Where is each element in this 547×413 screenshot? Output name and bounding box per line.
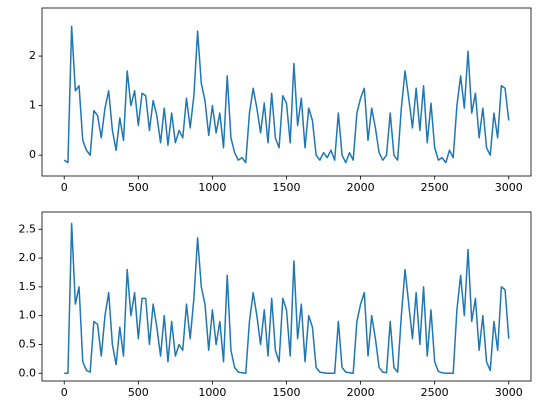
data-line xyxy=(63,25,510,164)
x-tick-label: 1000 xyxy=(198,181,226,194)
y-tick-label: 0.5 xyxy=(19,337,37,350)
axes-frame xyxy=(41,7,532,177)
x-tick-label: 500 xyxy=(128,181,149,194)
x-tick-label: 3000 xyxy=(495,386,523,399)
y-tick-label: 1 xyxy=(29,99,36,112)
x-tick-label: 1000 xyxy=(198,386,226,399)
x-tick-label: 2500 xyxy=(421,181,449,194)
x-tick-label: 0 xyxy=(61,181,68,194)
y-tick-label: 0.0 xyxy=(19,366,37,379)
x-tick-label: 1500 xyxy=(273,386,301,399)
y-tick-label: 1.0 xyxy=(19,309,37,322)
x-tick-label: 0 xyxy=(61,386,68,399)
x-tick-label: 2000 xyxy=(347,386,375,399)
x-tick-label: 2500 xyxy=(421,386,449,399)
y-tick-label: 2.5 xyxy=(19,222,37,235)
y-tick-label: 2.0 xyxy=(19,251,37,264)
x-tick-label: 2000 xyxy=(347,181,375,194)
y-tick-label: 2 xyxy=(29,49,36,62)
x-tick-label: 500 xyxy=(128,386,149,399)
x-tick-label: 3000 xyxy=(495,181,523,194)
y-tick-label: 0 xyxy=(29,148,36,161)
x-tick-label: 1500 xyxy=(273,181,301,194)
data-line xyxy=(64,222,510,375)
y-tick-label: 1.5 xyxy=(19,280,37,293)
